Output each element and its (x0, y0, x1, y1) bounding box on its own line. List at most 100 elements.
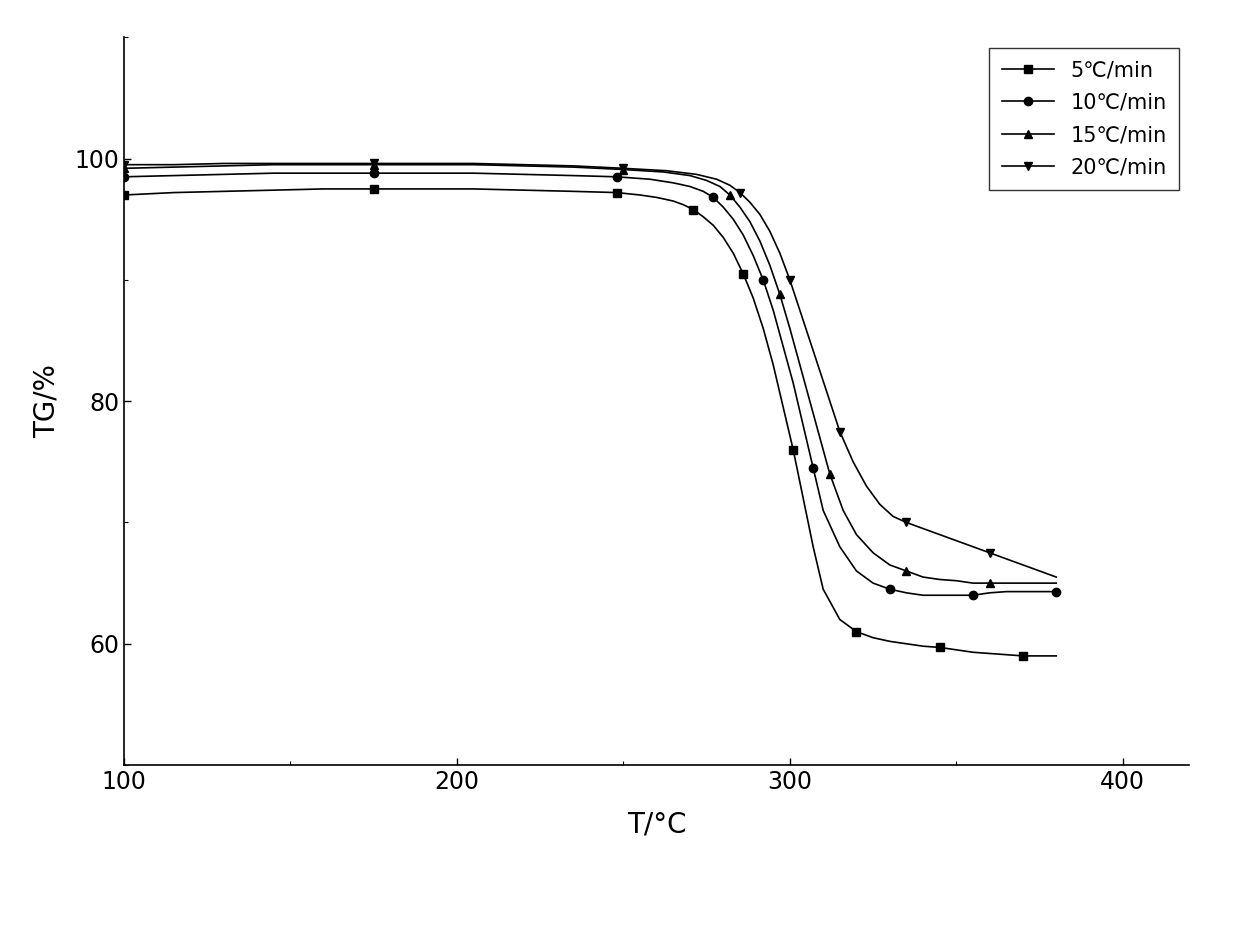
10℃/min (726, 214, 741, 225)
15℃/min (866, 548, 881, 559)
Y-axis label: TG/%: TG/% (32, 364, 61, 439)
15℃/min (466, 160, 481, 171)
5℃/min (949, 645, 964, 656)
15℃/min (783, 323, 798, 334)
5℃/min (1032, 650, 1047, 661)
5℃/min (932, 642, 947, 653)
10℃/min (266, 168, 281, 179)
15℃/min (849, 529, 864, 540)
15℃/min (803, 396, 818, 407)
15℃/min (655, 166, 670, 177)
10℃/min (866, 578, 881, 589)
5℃/min (866, 633, 881, 644)
10℃/min (696, 186, 711, 197)
15℃/min (999, 578, 1014, 589)
20℃/min (1032, 565, 1047, 577)
15℃/min (1032, 578, 1047, 589)
20℃/min (217, 158, 232, 169)
5℃/min (766, 359, 781, 370)
10℃/min (316, 168, 331, 179)
20℃/min (793, 305, 808, 316)
10℃/min (716, 202, 731, 213)
5℃/min (916, 641, 930, 652)
5℃/min (786, 444, 800, 455)
15℃/min (900, 565, 914, 577)
20℃/min (689, 169, 704, 180)
20℃/min (900, 517, 914, 528)
20℃/min (886, 511, 901, 522)
5℃/min (746, 293, 761, 304)
5℃/min (983, 648, 997, 659)
5℃/min (686, 204, 701, 216)
10℃/min (766, 305, 781, 316)
10℃/min (683, 181, 698, 192)
20℃/min (566, 160, 581, 172)
5℃/min (416, 184, 431, 195)
10℃/min (610, 172, 624, 183)
10℃/min (999, 586, 1014, 597)
15℃/min (762, 259, 777, 271)
10℃/min (965, 590, 980, 601)
15℃/min (566, 161, 581, 173)
20℃/min (999, 553, 1014, 564)
10℃/min (916, 590, 930, 601)
20℃/min (916, 523, 930, 535)
20℃/min (1016, 560, 1031, 571)
10℃/min (815, 505, 830, 516)
10℃/min (900, 587, 914, 598)
10℃/min (756, 274, 771, 285)
20℃/min (833, 426, 847, 438)
5℃/min (795, 493, 810, 504)
15℃/min (517, 160, 532, 172)
5℃/min (849, 626, 864, 637)
15℃/min (116, 162, 131, 174)
20℃/min (742, 197, 757, 208)
10℃/min (1032, 586, 1047, 597)
5℃/min (566, 186, 581, 197)
15℃/min (367, 160, 382, 171)
10℃/min (1016, 586, 1031, 597)
5℃/min (999, 649, 1014, 661)
20℃/min (316, 158, 331, 169)
15℃/min (965, 578, 980, 589)
5℃/min (833, 614, 847, 625)
5℃/min (517, 185, 532, 196)
15℃/min (752, 235, 767, 246)
5℃/min (965, 647, 980, 658)
15℃/min (722, 189, 737, 201)
5℃/min (633, 189, 648, 201)
5℃/min (706, 220, 721, 231)
20℃/min (949, 536, 964, 547)
20℃/min (823, 396, 838, 407)
Line: 10℃/min: 10℃/min (120, 169, 1061, 599)
15℃/min (835, 505, 850, 516)
X-axis label: T/°C: T/°C (627, 811, 686, 839)
20℃/min (762, 226, 777, 237)
10℃/min (566, 170, 581, 181)
10℃/min (776, 341, 790, 353)
10℃/min (949, 590, 964, 601)
20℃/min (872, 499, 887, 510)
5℃/min (1016, 650, 1031, 661)
20℃/min (367, 158, 382, 169)
15℃/min (882, 560, 897, 571)
5℃/min (776, 402, 790, 413)
5℃/min (665, 196, 680, 207)
5℃/min (610, 187, 624, 198)
10℃/min (517, 169, 532, 180)
5℃/min (716, 232, 731, 244)
20℃/min (803, 335, 818, 346)
10℃/min (416, 168, 431, 179)
15℃/min (732, 202, 747, 213)
20℃/min (772, 247, 787, 258)
15℃/min (316, 160, 331, 171)
5℃/min (726, 247, 741, 258)
5℃/min (696, 211, 711, 222)
15℃/min (823, 468, 838, 480)
5℃/min (217, 186, 232, 197)
15℃/min (166, 161, 181, 173)
10℃/min (217, 169, 232, 180)
Line: 5℃/min: 5℃/min (120, 185, 1061, 660)
10℃/min (833, 541, 847, 552)
10℃/min (882, 584, 897, 595)
